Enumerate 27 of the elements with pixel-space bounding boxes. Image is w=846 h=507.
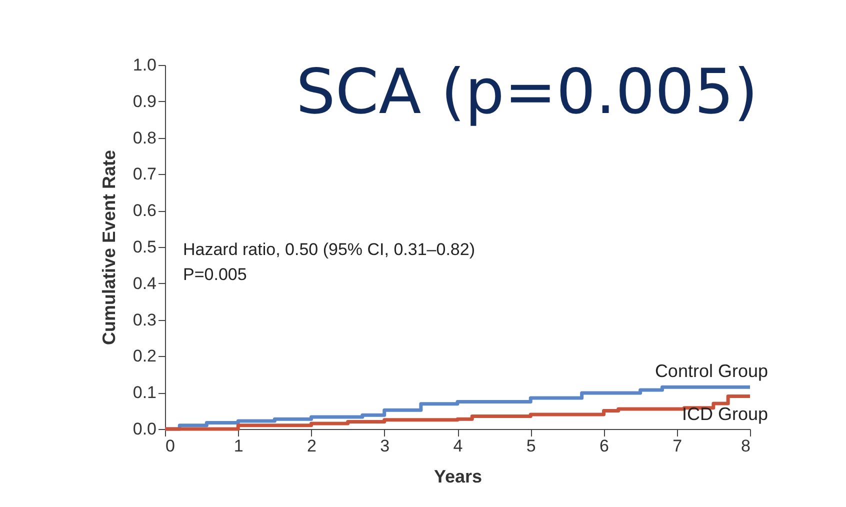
- series-label: Control Group: [654, 361, 768, 382]
- x-tick-label: 3: [380, 436, 390, 456]
- y-tick-label: 0.6: [132, 201, 156, 220]
- y-tick-label: 0.0: [132, 420, 156, 438]
- y-axis-title: Cumulative Event Rate: [98, 150, 119, 346]
- x-tick-label: 1: [234, 436, 244, 456]
- y-tick-label: 0.2: [132, 346, 156, 366]
- x-tick-label: 7: [672, 436, 682, 456]
- x-tick-label: 2: [307, 436, 316, 456]
- y-tick-label: 0.5: [132, 238, 156, 256]
- x-tick-label: 8: [741, 436, 750, 456]
- y-tick-label: 1.0: [132, 56, 156, 74]
- y-tick-label: 0.3: [132, 310, 156, 330]
- x-axis-title: Years: [434, 466, 482, 486]
- x-tick-label: 5: [526, 436, 536, 456]
- x-tick-label: 4: [453, 436, 463, 456]
- y-tick-label: 0.7: [132, 164, 156, 184]
- y-tick-label: 0.8: [132, 128, 156, 148]
- annotation: P=0.005: [183, 265, 247, 284]
- x-tick-label: 6: [600, 436, 609, 456]
- y-tick-label: 0.1: [132, 383, 156, 402]
- series-label: ICD Group: [682, 404, 768, 424]
- y-tick-label: 0.4: [132, 274, 156, 293]
- y-tick-label: 0.9: [132, 92, 156, 111]
- annotation: Hazard ratio, 0.50 (95% CI, 0.31–0.82): [183, 240, 475, 259]
- chart-title: SCA (p=0.005): [296, 55, 758, 128]
- x-tick-label: 0: [166, 436, 175, 456]
